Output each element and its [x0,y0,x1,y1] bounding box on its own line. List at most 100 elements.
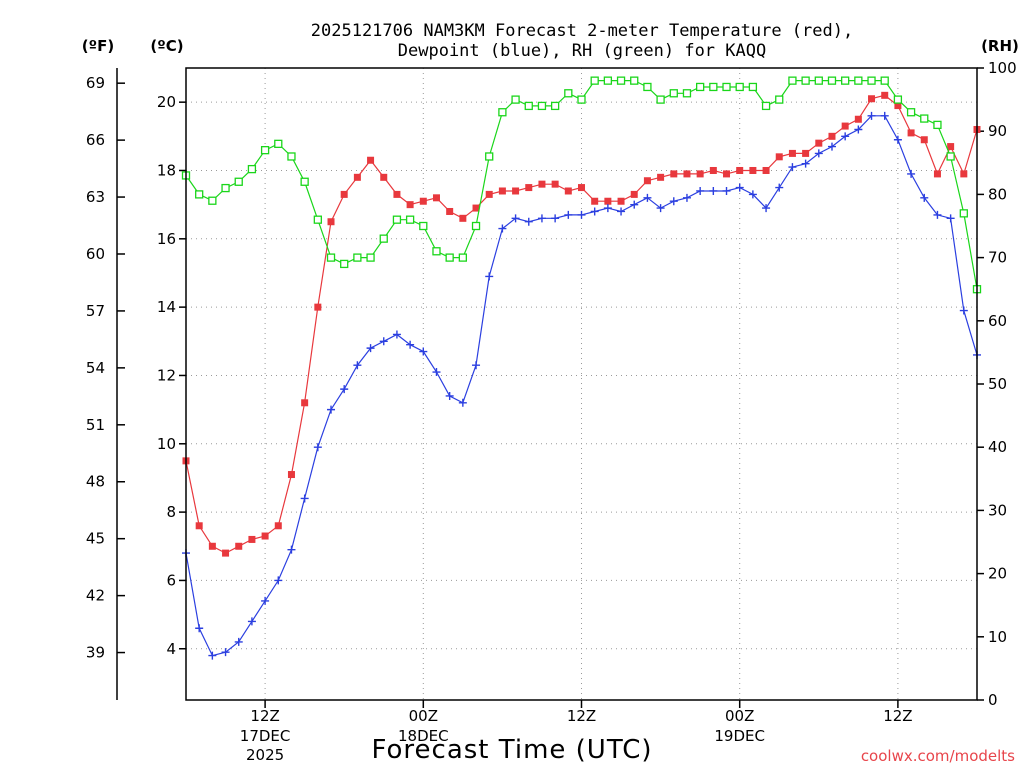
temperature-point [723,170,731,178]
dewpoint-point [498,224,507,233]
temperature-point [314,303,322,311]
dewpoint-point [195,624,204,633]
rh-point [550,101,560,111]
temperature-point [287,471,295,479]
rh-tick-label: 60 [988,312,1007,330]
dewpoint-point [696,186,705,195]
dewpoint-point [920,193,929,202]
dewpoint-point [392,330,401,339]
temperature-point [933,170,941,178]
temperature-point [960,170,968,178]
fahrenheit-tick-label: 42 [86,587,105,605]
rh-point [801,76,810,85]
rh-tick-label: 0 [988,691,998,709]
dewpoint-point [445,391,454,400]
rh-point [485,152,494,161]
celsius-axis: 4 6 8 10 12 14 16 18 20 [157,93,186,658]
fahrenheit-tick-label: 66 [86,131,105,149]
rh-point [735,82,744,92]
rh-tick-label: 80 [988,185,1007,203]
dewpoint-point [432,368,441,377]
temperature-point [485,190,493,198]
temperature-point [630,190,638,198]
temperature-point [709,166,717,174]
temperature-point [643,177,651,185]
dewpoint-point [551,214,560,223]
temperature-point [459,214,467,222]
dewpoint-point [682,193,691,202]
chart-title-line-1: 2025121706 NAM3KM Forecast 2-meter Tempe… [311,21,853,41]
rh-tick-label: 40 [988,438,1007,456]
dewpoint-point [933,210,942,219]
dewpoint-point [946,214,955,223]
time-tick-label: 00Z [725,707,754,725]
rh-point [326,253,336,262]
dewpoint-point [458,398,467,407]
temperature-point [920,136,928,144]
temperature-point [657,173,665,181]
temperature-point [736,166,744,174]
temperature-point [749,166,757,174]
dewpoint-point [617,207,626,216]
rh-point [195,190,204,199]
fahrenheit-tick-label: 60 [86,245,105,263]
rh-tick-label: 100 [988,59,1017,77]
celsius-tick-label: 14 [157,298,176,316]
dewpoint-point [643,193,652,202]
fahrenheit-tick-label: 63 [86,188,105,206]
rh-point [419,221,428,231]
temperature-point [222,549,230,557]
celsius-tick-label: 6 [166,571,176,589]
dewpoint-point [287,545,296,554]
temperature-point [696,170,704,178]
rh-point [340,259,349,269]
rh-point [366,253,375,262]
rh-point [432,247,441,256]
dewpoint-point [537,214,546,223]
dewpoint-point [788,163,797,172]
rh-tick-label: 20 [988,565,1007,583]
rh-point [827,76,837,85]
temperature-point [591,197,599,205]
rh-series [181,76,982,294]
celsius-tick-label: 4 [166,640,176,658]
rh-tick-label: 10 [988,628,1007,646]
watermark-text: coolwx.com/modelts [861,747,1015,765]
rh-point [392,215,402,224]
temperature-point [802,149,810,157]
dewpoint-point [827,142,836,151]
dewpoint-point [867,111,876,120]
temperature-point [208,542,216,550]
temperature-point [762,166,770,174]
temperature-point [670,170,678,178]
temperature-point [353,173,361,181]
celsius-tick-label: 18 [157,161,176,179]
time-tick-label: 12Z [250,707,279,725]
temperature-point [367,156,375,164]
rh-point [260,146,270,155]
dewpoint-point [722,186,731,195]
temperature-point [301,399,309,407]
rh-point [603,76,613,85]
rh-point [880,76,889,85]
rh-point [643,82,652,92]
rh-tick-label: 70 [988,249,1007,267]
temperature-point [881,91,889,99]
temperature-point [617,197,625,205]
temperature-point [775,153,783,161]
rh-point [353,253,362,262]
dewpoint-point [814,149,823,158]
gridlines [186,68,977,700]
rh-tick-label: 50 [988,375,1007,393]
celsius-tick-label: 12 [157,366,176,384]
fahrenheit-tick-label: 39 [86,644,105,662]
dewpoint-point [907,169,916,178]
rh-point [616,76,626,85]
rh-point [234,177,243,186]
dewpoint-point [208,651,217,660]
rh-point [405,215,415,224]
rh-point [537,101,547,111]
rh-point [933,120,942,130]
rh-point [920,114,929,123]
